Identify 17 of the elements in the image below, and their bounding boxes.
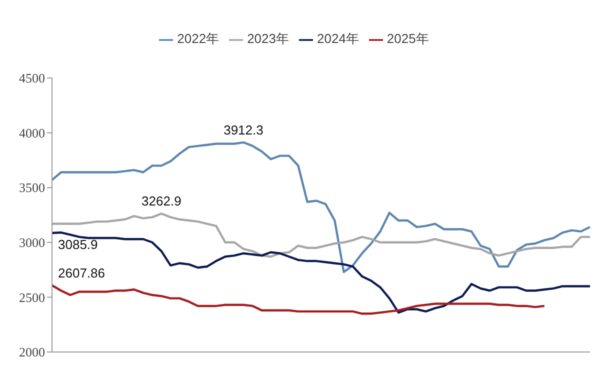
data-label: 3085.9 bbox=[58, 236, 98, 252]
data-label: 3262.9 bbox=[142, 194, 182, 209]
legend-label: 2024年 bbox=[317, 31, 359, 46]
legend-label: 2025年 bbox=[386, 31, 429, 46]
line-series bbox=[50, 212, 592, 258]
y-tick-label: 2500 bbox=[19, 290, 45, 305]
data-label: 3912.3 bbox=[224, 122, 264, 138]
line-series bbox=[50, 231, 592, 314]
legend-label: 2023年 bbox=[247, 31, 289, 46]
y-tick-label: 4000 bbox=[19, 125, 45, 140]
legend-label: 2022年 bbox=[177, 31, 220, 46]
data-label: 2607.86 bbox=[58, 265, 105, 280]
y-tick-label: 3000 bbox=[19, 235, 45, 250]
line-series bbox=[50, 284, 546, 315]
y-tick-label: 2000 bbox=[19, 344, 45, 360]
y-tick-label: 3500 bbox=[19, 180, 45, 196]
y-tick-label: 4500 bbox=[19, 70, 45, 86]
